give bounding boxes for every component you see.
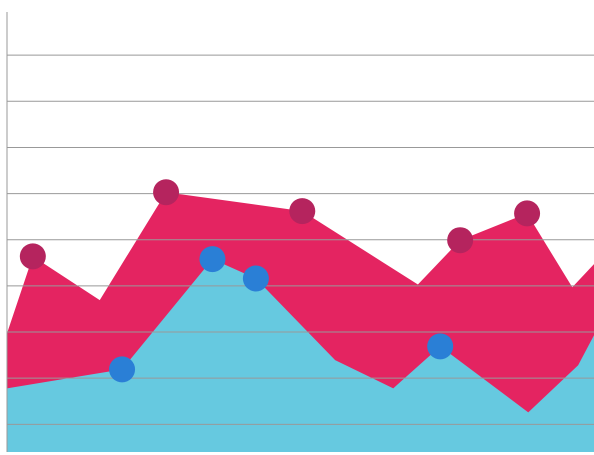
point: [109, 356, 136, 383]
point: [514, 200, 541, 227]
point: [199, 246, 226, 273]
point: [19, 243, 46, 270]
area: [7, 259, 594, 452]
point: [289, 198, 316, 225]
point: [427, 333, 454, 360]
point: [242, 265, 269, 292]
grid: [7, 54, 594, 425]
point: [153, 179, 180, 206]
point: [447, 227, 474, 254]
markers: [19, 179, 541, 383]
areas: [7, 192, 594, 452]
